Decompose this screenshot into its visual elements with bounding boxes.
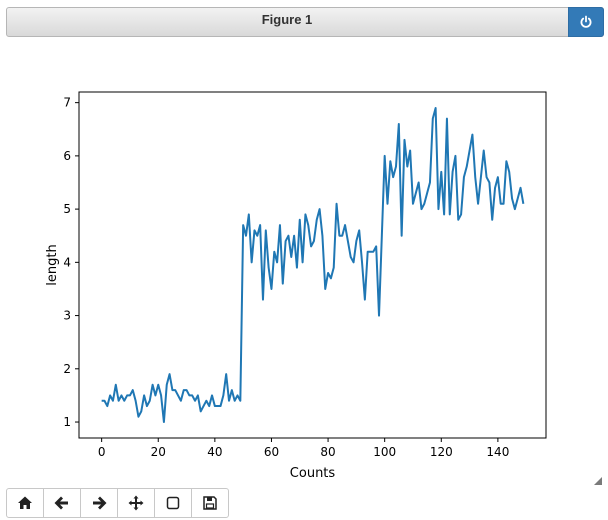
x-tick-label: 0 [98, 445, 106, 459]
x-tick-label: 40 [207, 445, 222, 459]
x-tick-label: 80 [320, 445, 335, 459]
y-tick-label: 1 [63, 415, 71, 429]
x-tick-label: 20 [151, 445, 166, 459]
arrow-left-icon [54, 496, 68, 510]
line-chart: 0 20 40 60 80 100 120 140 1 2 3 4 5 6 7 Counts length [45, 91, 547, 481]
y-tick-label: 7 [63, 96, 71, 110]
figure-title: Figure 1 [261, 12, 313, 27]
y-tick-label: 5 [63, 202, 71, 216]
zoom-button[interactable] [154, 488, 192, 518]
x-tick-label: 120 [430, 445, 453, 459]
navigation-toolbar [6, 488, 229, 518]
y-axis-label: length [45, 244, 60, 285]
plot-area [78, 91, 547, 439]
power-icon [580, 15, 592, 28]
series-line [101, 106, 525, 424]
y-tick-label: 4 [63, 255, 71, 269]
y-tick-label: 6 [63, 149, 71, 163]
save-icon [203, 496, 217, 510]
move-icon [128, 495, 144, 511]
home-icon [18, 496, 32, 509]
save-button[interactable] [191, 488, 229, 518]
home-button[interactable] [6, 488, 44, 518]
x-axis-label: Counts [290, 466, 336, 481]
arrow-right-icon [93, 496, 107, 510]
zoom-rect-icon [166, 496, 180, 510]
pan-button[interactable] [117, 488, 155, 518]
figure-titlebar: Figure 1 [6, 7, 604, 37]
y-tick-label: 2 [63, 362, 71, 376]
y-tick-label: 3 [63, 309, 71, 323]
resize-grip-icon[interactable] [594, 477, 602, 485]
forward-button[interactable] [80, 488, 118, 518]
close-figure-button[interactable] [568, 7, 604, 37]
x-tick-label: 140 [486, 445, 509, 459]
x-tick-label: 60 [264, 445, 279, 459]
back-button[interactable] [43, 488, 81, 518]
x-tick-label: 100 [373, 445, 396, 459]
